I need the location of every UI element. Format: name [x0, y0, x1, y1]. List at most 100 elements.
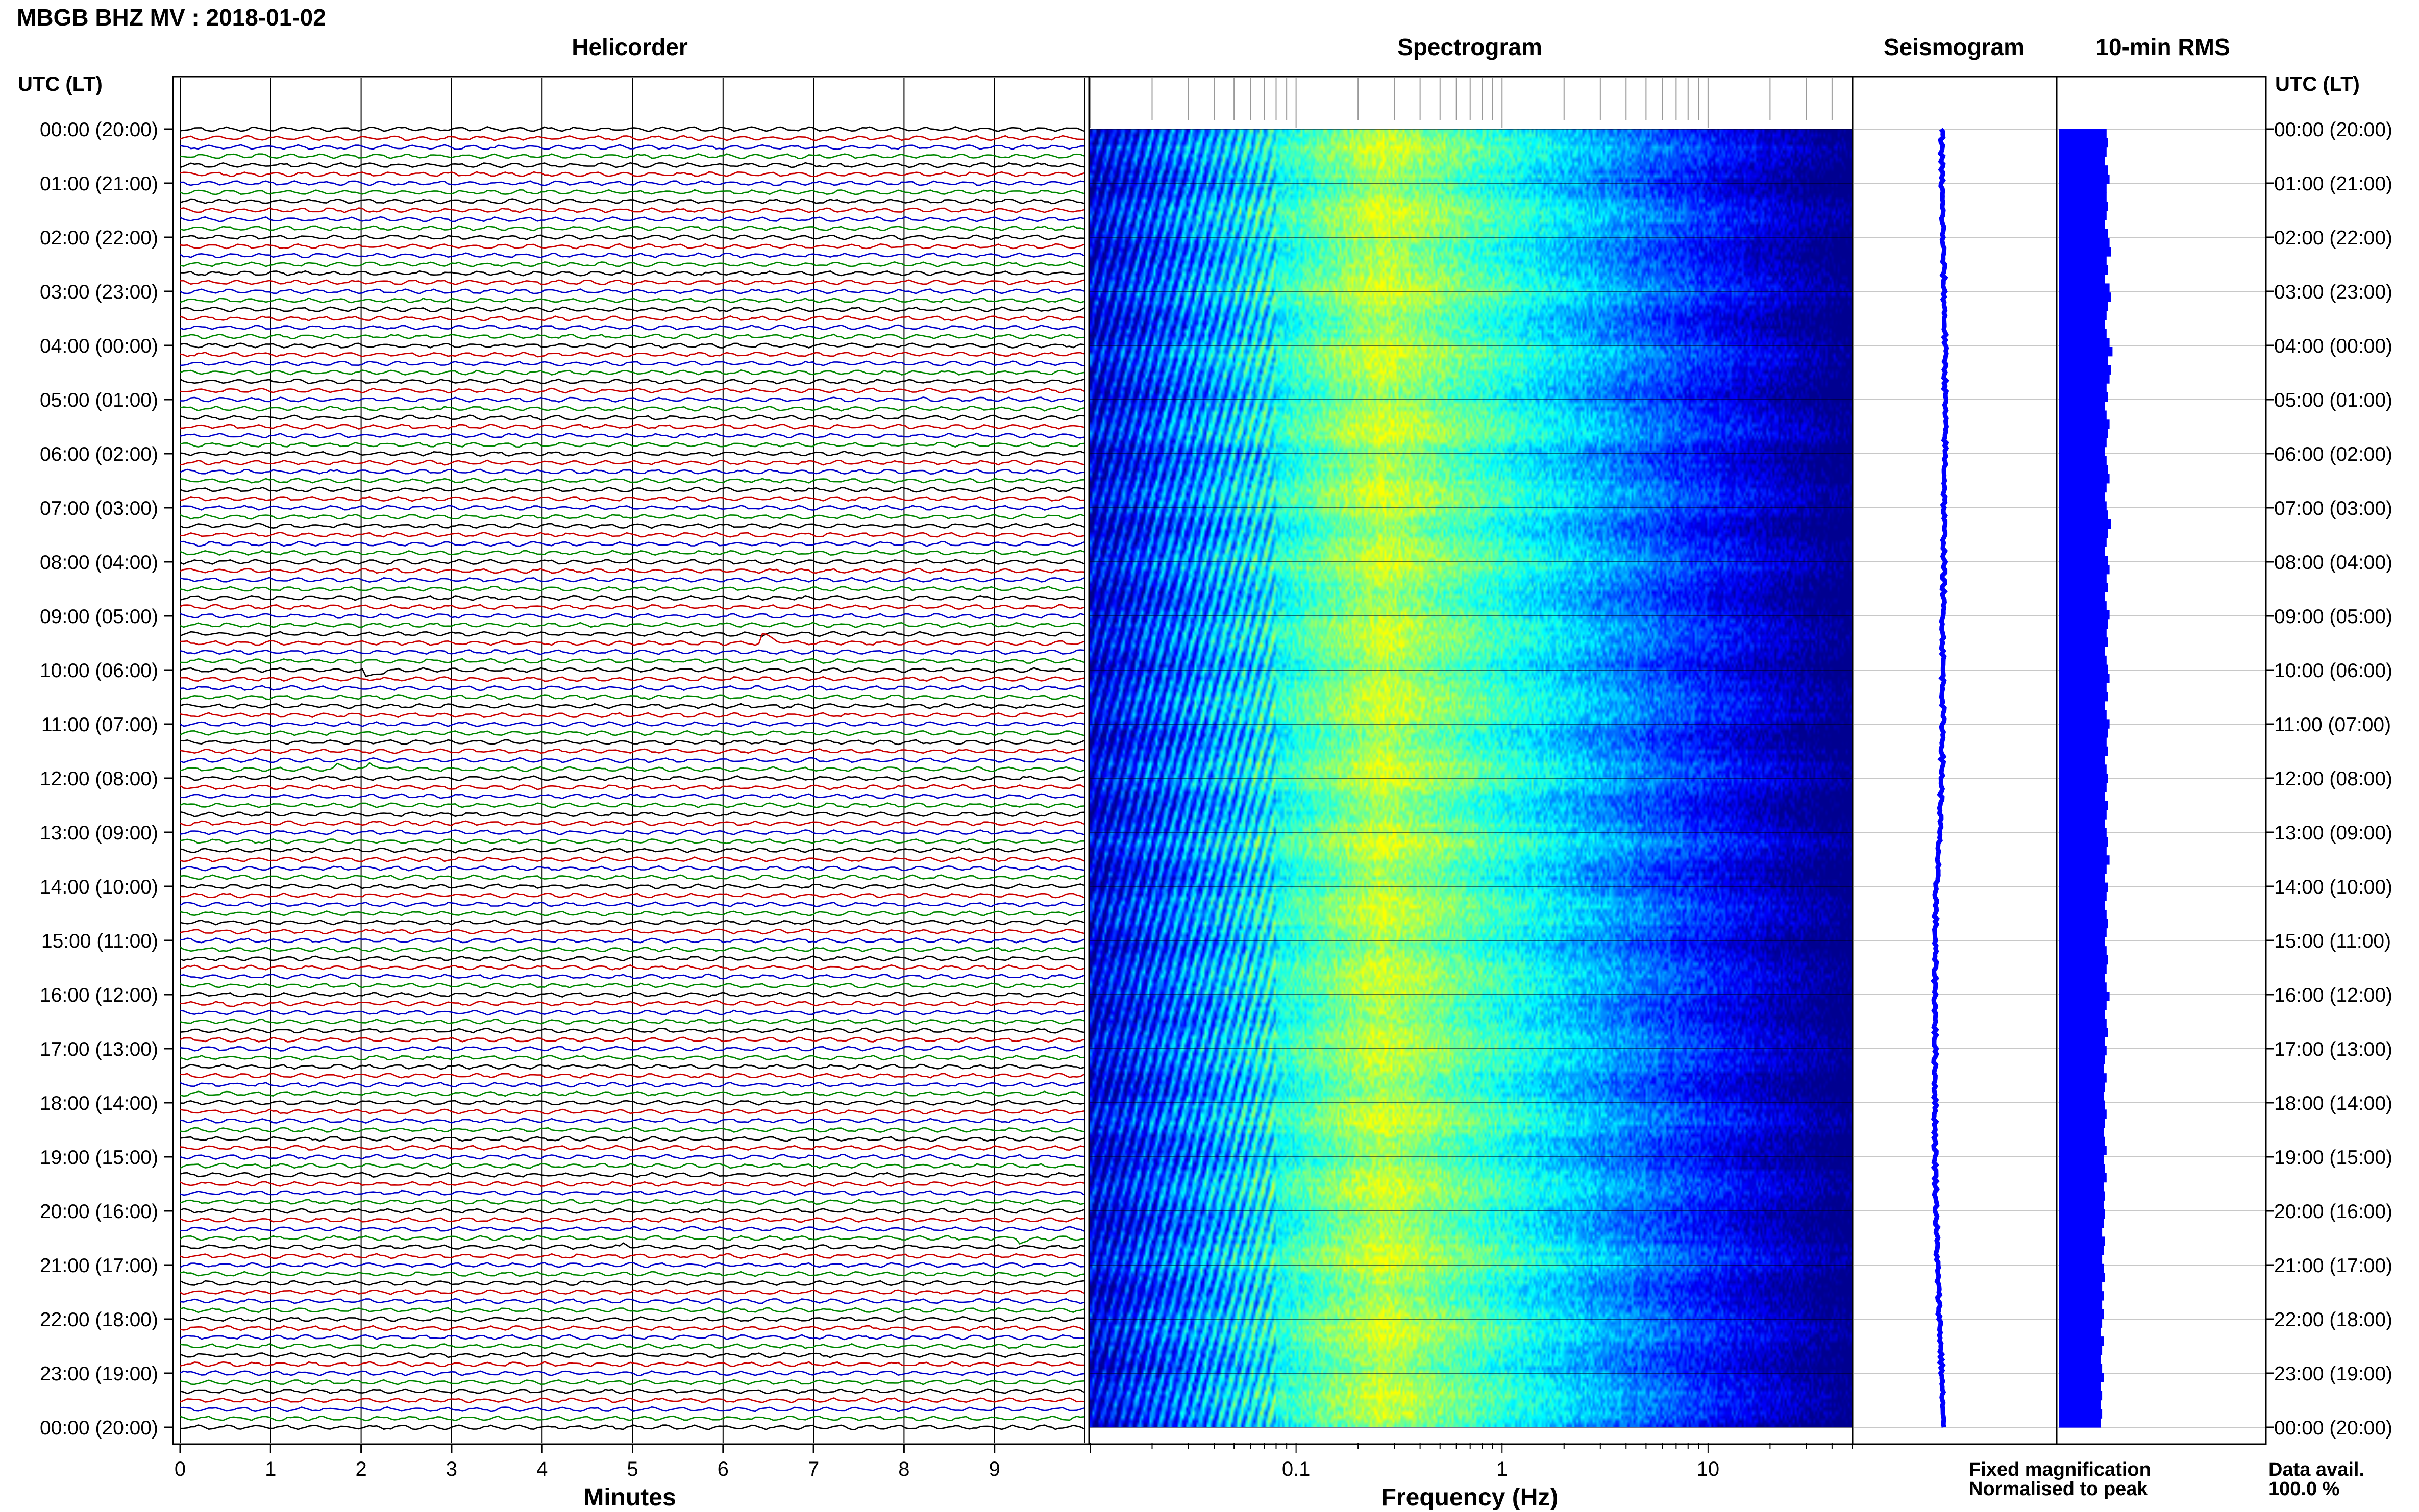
- rms-bar: [2059, 1082, 2105, 1092]
- helicorder-panel: 0 1 2 3 4 5 6 7 8 9: [172, 76, 1090, 1480]
- helicorder-trace-row: [180, 216, 1084, 222]
- helicorder-trace-row: [180, 1289, 1084, 1295]
- helicorder-trace-row: [180, 1136, 1084, 1142]
- data-availability-label: Data avail.: [2268, 1459, 2364, 1480]
- rms-bar: [2059, 192, 2107, 202]
- rms-bar: [2059, 710, 2107, 720]
- rms-bar: [2059, 147, 2107, 157]
- rms-bar: [2059, 429, 2108, 438]
- rms-bar: [2059, 202, 2108, 211]
- helicorder-trace-row: [180, 703, 1084, 709]
- rms-bar: [2059, 292, 2111, 302]
- time-label-right: 07:00 (03:00): [2274, 498, 2392, 519]
- helicorder-trace-row: [180, 270, 1084, 277]
- helicorder-trace-row: [180, 451, 1084, 457]
- spectrogram-x-tick-label: 10: [1697, 1458, 1720, 1480]
- time-label-left: 07:00 (03:00): [40, 498, 158, 519]
- helicorder-x-tick-label: 3: [446, 1458, 457, 1480]
- rms-bar: [2059, 1300, 2103, 1310]
- helicorder-trace-row: [180, 946, 1084, 953]
- spectrogram-x-label: Frequency (Hz): [1381, 1484, 1559, 1511]
- rms-bar: [2059, 129, 2107, 139]
- helicorder-trace-row: [180, 1253, 1084, 1259]
- helicorder-trace-row: [180, 1280, 1084, 1286]
- time-label-left: 20:00 (16:00): [40, 1201, 158, 1223]
- spectrogram-title: Spectrogram: [1397, 34, 1542, 60]
- rms-bar: [2059, 365, 2111, 375]
- rms-bar: [2059, 683, 2107, 692]
- helicorder-trace-row: [180, 1027, 1084, 1034]
- rms-bar: [2059, 928, 2107, 937]
- legend-fixed-magnification: Fixed magnification: [1969, 1459, 2151, 1480]
- helicorder-trace-row: [180, 649, 1084, 655]
- time-label-left: 17:00 (13:00): [40, 1038, 158, 1060]
- helicorder-trace-row: [180, 486, 1084, 493]
- rms-bar: [2059, 1073, 2107, 1083]
- rms-bar: [2059, 655, 2107, 665]
- time-label-right: 19:00 (15:00): [2274, 1147, 2392, 1169]
- rms-bar: [2059, 346, 2113, 357]
- helicorder-trace-row: [180, 550, 1084, 556]
- helicorder-trace-row: [180, 874, 1084, 881]
- rms-bar: [2059, 1100, 2105, 1110]
- helicorder-trace-row: [180, 577, 1084, 583]
- helicorder-trace-row: [180, 432, 1084, 439]
- rms-bar: [2059, 891, 2107, 901]
- time-label-right: 00:00 (20:00): [2274, 119, 2392, 141]
- helicorder-trace-row: [180, 865, 1084, 872]
- helicorder-trace-row: [180, 225, 1084, 232]
- rms-bar: [2059, 1164, 2105, 1174]
- helicorder-trace-row: [180, 820, 1084, 827]
- rms-bar: [2059, 909, 2107, 920]
- time-label-right: 05:00 (01:00): [2274, 389, 2392, 411]
- helicorder-trace-row: [180, 883, 1084, 889]
- helicorder-trace-row: [180, 1388, 1084, 1395]
- time-label-right: 14:00 (10:00): [2274, 876, 2392, 898]
- helicorder-trace-row: [180, 892, 1084, 899]
- rms-bar: [2059, 1254, 2103, 1265]
- time-label-right: 03:00 (23:00): [2274, 281, 2392, 303]
- rms-bar: [2059, 283, 2110, 293]
- helicorder-trace-row: [180, 261, 1084, 267]
- rms-bar: [2059, 864, 2107, 874]
- rms-bar: [2059, 1191, 2105, 1201]
- rms-bar: [2059, 1418, 2101, 1428]
- rms-bar: [2059, 801, 2108, 810]
- rms-bar: [2059, 1327, 2101, 1337]
- helicorder-trace-row: [180, 315, 1084, 321]
- rms-bar: [2059, 1373, 2104, 1382]
- helicorder-trace-row: [180, 288, 1084, 294]
- helicorder-trace-row: [180, 784, 1084, 790]
- helicorder-trace-row: [180, 1172, 1084, 1178]
- rms-bar: [2059, 955, 2108, 965]
- helicorder-trace-row: [180, 1036, 1084, 1043]
- helicorder-trace-row: [180, 505, 1084, 511]
- time-label-right: 16:00 (12:00): [2274, 984, 2392, 1006]
- rms-bar: [2059, 791, 2105, 802]
- helicorder-trace-row: [180, 424, 1084, 430]
- helicorder-x-tick-label: 6: [718, 1458, 729, 1480]
- rms-bar: [2059, 782, 2107, 792]
- helicorder-trace-row: [180, 378, 1084, 385]
- rms-bar: [2059, 1209, 2105, 1219]
- rms-bar: [2059, 401, 2105, 411]
- rms-bar: [2059, 737, 2107, 747]
- helicorder-trace-row: [180, 676, 1084, 682]
- utc-axis-header-right: UTC (LT): [2275, 73, 2360, 95]
- rms-bar: [2059, 564, 2110, 575]
- rms-bar: [2059, 701, 2105, 711]
- rms-bar: [2059, 1019, 2107, 1028]
- rms-bar: [2059, 1155, 2104, 1164]
- helicorder-trace-row: [180, 306, 1084, 313]
- time-label-right: 15:00 (11:00): [2274, 930, 2391, 952]
- helicorder-trace-row: [180, 297, 1084, 304]
- rms-bar: [2059, 819, 2105, 829]
- rms-bar: [2059, 1173, 2107, 1183]
- time-label-left: 06:00 (02:00): [40, 443, 158, 465]
- helicorder-trace-row: [180, 730, 1084, 736]
- helicorder-trace-row: [180, 1316, 1084, 1322]
- helicorder-trace-row: [180, 333, 1084, 340]
- helicorder-trace-row: [180, 1145, 1084, 1151]
- rms-bar: [2059, 238, 2110, 247]
- rms-bar: [2059, 664, 2108, 675]
